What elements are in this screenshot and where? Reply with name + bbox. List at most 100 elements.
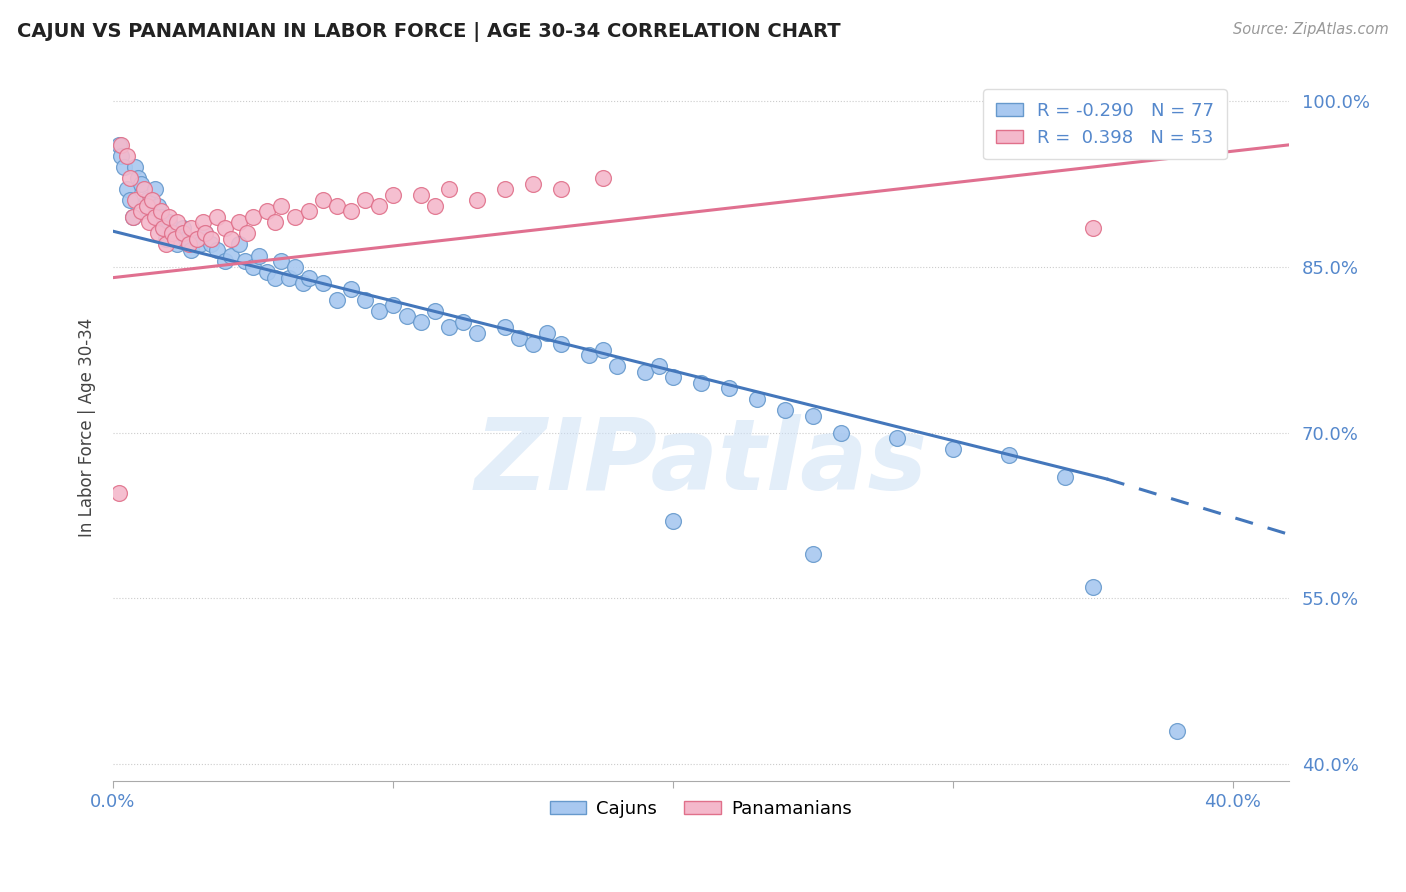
- Point: [135, 193, 157, 207]
- Point: [214, 254, 236, 268]
- Point: [141, 193, 163, 207]
- Point: [228, 237, 250, 252]
- Point: [118, 171, 141, 186]
- Point: [292, 276, 315, 290]
- Point: [236, 227, 259, 241]
- Point: [174, 232, 197, 246]
- Point: [354, 293, 377, 307]
- Point: [256, 204, 278, 219]
- Point: [465, 193, 488, 207]
- Point: [160, 227, 183, 241]
- Point: [166, 215, 188, 229]
- Point: [264, 270, 287, 285]
- Point: [340, 204, 363, 219]
- Point: [592, 171, 614, 186]
- Point: [886, 431, 908, 445]
- Point: [157, 215, 180, 229]
- Point: [149, 210, 172, 224]
- Point: [381, 298, 404, 312]
- Point: [298, 270, 321, 285]
- Point: [205, 243, 228, 257]
- Point: [381, 187, 404, 202]
- Point: [242, 210, 264, 224]
- Point: [592, 343, 614, 357]
- Point: [326, 199, 349, 213]
- Point: [110, 137, 132, 152]
- Point: [149, 204, 172, 219]
- Point: [118, 193, 141, 207]
- Point: [298, 204, 321, 219]
- Point: [127, 171, 149, 186]
- Point: [200, 232, 222, 246]
- Point: [264, 215, 287, 229]
- Point: [270, 254, 292, 268]
- Point: [186, 232, 208, 246]
- Point: [550, 182, 572, 196]
- Point: [135, 199, 157, 213]
- Point: [801, 409, 824, 423]
- Point: [186, 232, 208, 246]
- Point: [536, 326, 558, 340]
- Point: [312, 276, 335, 290]
- Point: [284, 210, 307, 224]
- Point: [177, 237, 200, 252]
- Point: [745, 392, 768, 407]
- Point: [219, 232, 242, 246]
- Point: [112, 160, 135, 174]
- Point: [107, 137, 129, 152]
- Point: [278, 270, 301, 285]
- Point: [312, 193, 335, 207]
- Point: [1081, 581, 1104, 595]
- Point: [395, 310, 418, 324]
- Point: [662, 514, 685, 528]
- Point: [205, 210, 228, 224]
- Point: [121, 210, 143, 224]
- Point: [773, 403, 796, 417]
- Point: [494, 320, 516, 334]
- Point: [172, 220, 194, 235]
- Point: [451, 315, 474, 329]
- Point: [437, 182, 460, 196]
- Point: [180, 243, 202, 257]
- Point: [129, 177, 152, 191]
- Point: [1166, 724, 1188, 739]
- Point: [138, 215, 160, 229]
- Point: [270, 199, 292, 213]
- Point: [648, 359, 671, 373]
- Point: [228, 215, 250, 229]
- Point: [107, 486, 129, 500]
- Point: [522, 177, 544, 191]
- Point: [191, 215, 214, 229]
- Point: [163, 232, 186, 246]
- Point: [409, 187, 432, 202]
- Point: [340, 282, 363, 296]
- Point: [180, 220, 202, 235]
- Point: [115, 149, 138, 163]
- Point: [354, 193, 377, 207]
- Point: [662, 370, 685, 384]
- Point: [188, 237, 211, 252]
- Point: [1081, 220, 1104, 235]
- Legend: Cajuns, Panamanians: Cajuns, Panamanians: [543, 793, 859, 825]
- Point: [194, 227, 217, 241]
- Point: [367, 303, 389, 318]
- Point: [717, 381, 740, 395]
- Point: [146, 227, 169, 241]
- Point: [508, 331, 530, 345]
- Point: [155, 232, 177, 246]
- Point: [326, 293, 349, 307]
- Point: [155, 237, 177, 252]
- Point: [801, 547, 824, 561]
- Point: [1053, 469, 1076, 483]
- Point: [284, 260, 307, 274]
- Point: [152, 220, 174, 235]
- Point: [997, 448, 1019, 462]
- Point: [634, 365, 657, 379]
- Text: CAJUN VS PANAMANIAN IN LABOR FORCE | AGE 30-34 CORRELATION CHART: CAJUN VS PANAMANIAN IN LABOR FORCE | AGE…: [17, 22, 841, 42]
- Point: [830, 425, 852, 440]
- Point: [942, 442, 965, 456]
- Point: [143, 182, 166, 196]
- Point: [110, 149, 132, 163]
- Point: [121, 210, 143, 224]
- Point: [124, 193, 146, 207]
